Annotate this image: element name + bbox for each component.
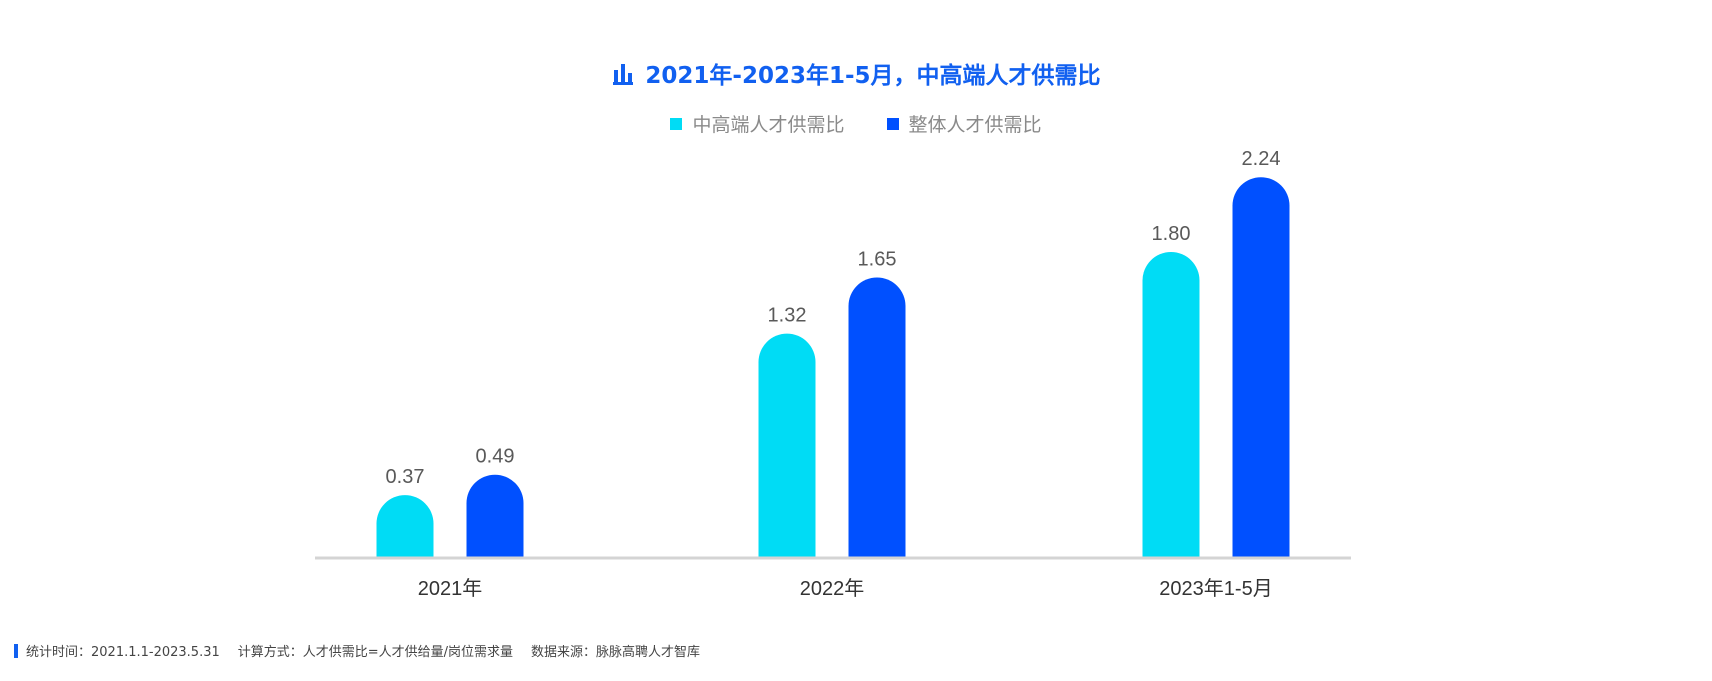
bar-series1-1 (376, 495, 434, 558)
footer-method: 计算方式：人才供需比=人才供给量/岗位需求量 (237, 645, 514, 660)
legend: 中高端人才供需比 整体人才供需比 (0, 112, 1712, 138)
legend-label-overall: 整体人才供需比 (908, 114, 1042, 136)
chart-title: 2021年-2023年1-5月，中高端人才供需比 (0, 60, 1712, 92)
data-label-series1-2: 1.32 (768, 305, 807, 327)
legend-item-overall[interactable]: 整体人才供需比 (886, 112, 1042, 138)
x-tick-label-1: 2021年 (418, 577, 483, 600)
footer-note: 统计时间：2021.1.1-2023.5.31 计算方式：人才供需比=人才供给量/… (14, 643, 718, 663)
legend-swatch-overall (886, 118, 899, 130)
legend-item-high-end[interactable]: 中高端人才供需比 (670, 112, 844, 138)
data-label-series2-1: 0.49 (476, 446, 515, 468)
data-label-series1-1: 0.37 (386, 466, 425, 488)
bar-series2-2 (848, 277, 906, 558)
footer-source: 数据来源：脉脉高聘人才智库 (531, 645, 701, 660)
bar-chart-icon (613, 64, 634, 85)
chart-title-text: 2021年-2023年1-5月，中高端人才供需比 (645, 63, 1101, 89)
bar-series1-2 (758, 333, 816, 558)
footer-time: 统计时间：2021.1.1-2023.5.31 (26, 645, 220, 660)
legend-swatch-high-end (670, 118, 683, 130)
footer-accent-bar (14, 644, 18, 658)
bar-series1-3 (1142, 251, 1200, 558)
bar-series2-3 (1232, 177, 1290, 558)
x-tick-label-2: 2022年 (800, 577, 865, 600)
data-label-series1-3: 1.80 (1152, 223, 1191, 245)
x-tick-label-3: 2023年1-5月 (1159, 577, 1272, 600)
bar-series2-1 (466, 474, 524, 558)
data-label-series2-3: 2.24 (1242, 148, 1281, 170)
legend-label-high-end: 中高端人才供需比 (692, 114, 845, 136)
data-label-series2-2: 1.65 (858, 249, 897, 271)
